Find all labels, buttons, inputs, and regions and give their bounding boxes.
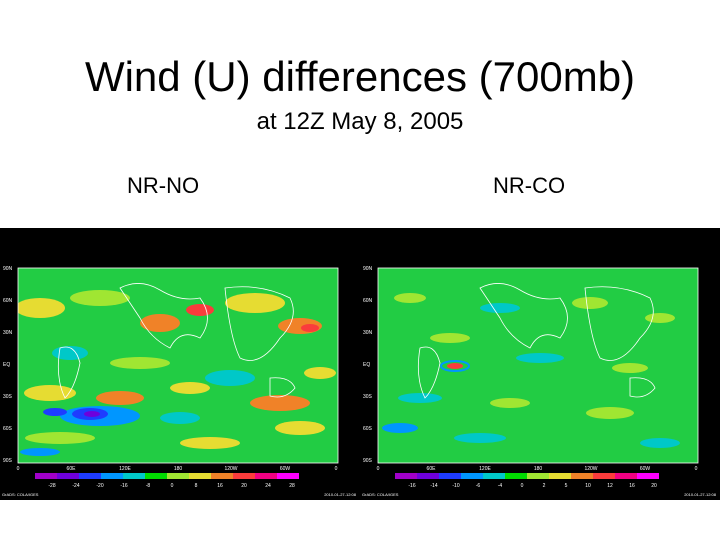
lon-tick-label: 60E — [427, 466, 437, 472]
lat-tick-label: 30N — [363, 330, 373, 336]
footer-left-text: GrADS: COLA/IGES — [2, 492, 39, 497]
colorbar-tick-label: 16 — [217, 483, 223, 489]
lat-tick-label: 90N — [363, 266, 373, 272]
lat-tick-label: EQ — [3, 362, 10, 368]
colorbar-tick-label: 12 — [607, 483, 613, 489]
lon-tick-label: 180 — [534, 466, 543, 472]
lon-tick-label: 60E — [67, 466, 77, 472]
lon-tick-label: 0 — [335, 466, 338, 472]
map-panel-nr-co: 90N 60N 30N EQ 30S 60S 90S 0 60E 120E 18… — [360, 228, 720, 500]
colorbar-swatch — [189, 473, 211, 479]
colorbar-swatch — [527, 473, 549, 479]
colorbar-tick-label: 0 — [171, 483, 174, 489]
colorbar-tick-labels: -28 -24 -20 -16 -8 0 8 16 20 24 28 — [48, 483, 295, 489]
lon-axis-labels: 0 60E 120E 180 120W 60W 0 — [17, 466, 338, 472]
footer-right-text: 2010-01-27-12:08 — [684, 492, 717, 497]
map-figure-nr-no: 90N 60N 30N EQ 30S 60S 90S 0 60E 120E 18… — [2, 266, 357, 497]
colorbar-swatch — [211, 473, 233, 479]
wind-difference-field — [18, 283, 336, 456]
colorbar-tick-label: -4 — [498, 483, 503, 489]
colorbar-tick-label: -28 — [48, 483, 55, 489]
lat-tick-label: 60S — [3, 426, 13, 432]
colorbar-swatch — [395, 473, 417, 479]
colorbar-tick-label: 8 — [195, 483, 198, 489]
colorbar-swatch — [35, 473, 57, 479]
colorbar-swatch — [615, 473, 637, 479]
lon-tick-label: 60W — [280, 466, 291, 472]
lat-tick-label: 60S — [363, 426, 373, 432]
lat-axis-labels: 90N 60N 30N EQ 30S 60S 90S — [3, 266, 13, 464]
colorbar-tick-label: 10 — [585, 483, 591, 489]
lon-tick-label: 60W — [640, 466, 651, 472]
colorbar-swatch — [233, 473, 255, 479]
lon-tick-label: 0 — [17, 466, 20, 472]
lon-tick-label: 120E — [479, 466, 491, 472]
lat-axis-labels: 90N 60N 30N EQ 30S 60S 90S — [363, 266, 373, 464]
colorbar-tick-label: 0 — [521, 483, 524, 489]
lon-axis-labels: 0 60E 120E 180 120W 60W 0 — [377, 466, 698, 472]
colorbar-tick-label: 20 — [651, 483, 657, 489]
wind-difference-field — [382, 283, 680, 448]
colorbar-swatch — [637, 473, 659, 479]
colorbar-swatch — [505, 473, 527, 479]
colorbar-tick-label: -16 — [120, 483, 127, 489]
colorbar-tick-label: -20 — [96, 483, 103, 489]
lat-tick-label: 90N — [3, 266, 13, 272]
colorbar-swatch — [461, 473, 483, 479]
colorbar-swatch — [79, 473, 101, 479]
lat-tick-label: 90S — [3, 458, 13, 464]
lat-tick-label: 90S — [363, 458, 373, 464]
colorbar-tick-label: 5 — [565, 483, 568, 489]
panel-label-nr-no: NR-NO — [127, 173, 200, 198]
map-figure-nr-co: 90N 60N 30N EQ 30S 60S 90S 0 60E 120E 18… — [362, 266, 717, 497]
colorbar-nr-co — [395, 473, 659, 479]
lon-tick-label: 180 — [174, 466, 183, 472]
lon-tick-label: 120W — [584, 466, 597, 472]
colorbar-tick-label: 2 — [543, 483, 546, 489]
colorbar-swatch — [57, 473, 79, 479]
map-panel-nr-no: 90N 60N 30N EQ 30S 60S 90S 0 60E 120E 18… — [0, 228, 360, 500]
colorbar-swatch — [255, 473, 277, 479]
slide-title: Wind (U) differences (700mb) — [84, 53, 636, 100]
colorbar-tick-label: -10 — [452, 483, 459, 489]
colorbar-tick-label: 20 — [241, 483, 247, 489]
colorbar-swatch — [145, 473, 167, 479]
colorbar-swatch — [101, 473, 123, 479]
colorbar-tick-label: 16 — [629, 483, 635, 489]
lat-tick-label: 60N — [3, 298, 13, 304]
colorbar-swatch — [123, 473, 145, 479]
colorbar-swatch — [439, 473, 461, 479]
colorbar-tick-label: -16 — [408, 483, 415, 489]
colorbar-tick-label: -6 — [476, 483, 481, 489]
lon-tick-label: 0 — [377, 466, 380, 472]
colorbar-nr-no — [35, 473, 299, 479]
footer-right-text: 2010-01-27-12:08 — [324, 492, 357, 497]
colorbar-swatch — [549, 473, 571, 479]
lon-tick-label: 120E — [119, 466, 131, 472]
colorbar-tick-label: -24 — [72, 483, 79, 489]
lat-tick-label: 30S — [3, 394, 13, 400]
colorbar-swatch — [417, 473, 439, 479]
lat-tick-label: EQ — [363, 362, 370, 368]
map-panels: 90N 60N 30N EQ 30S 60S 90S 0 60E 120E 18… — [0, 228, 720, 500]
colorbar-tick-label: 24 — [265, 483, 271, 489]
lat-tick-label: 60N — [363, 298, 373, 304]
slide-subtitle: at 12Z May 8, 2005 — [256, 108, 464, 135]
colorbar-swatch — [167, 473, 189, 479]
lon-tick-label: 120W — [224, 466, 237, 472]
lon-tick-label: 0 — [695, 466, 698, 472]
panel-label-nr-co: NR-CO — [493, 173, 566, 198]
colorbar-tick-label: 28 — [289, 483, 295, 489]
lat-tick-label: 30N — [3, 330, 13, 336]
colorbar-tick-label: -14 — [430, 483, 437, 489]
lat-tick-label: 30S — [363, 394, 373, 400]
colorbar-swatch — [277, 473, 299, 479]
colorbar-swatch — [571, 473, 593, 479]
colorbar-tick-labels: -16 -14 -10 -6 -4 0 2 5 10 12 16 20 — [408, 483, 657, 489]
colorbar-swatch — [593, 473, 615, 479]
colorbar-swatch — [483, 473, 505, 479]
footer-left-text: GrADS: COLA/IGES — [362, 492, 399, 497]
colorbar-tick-label: -8 — [146, 483, 151, 489]
